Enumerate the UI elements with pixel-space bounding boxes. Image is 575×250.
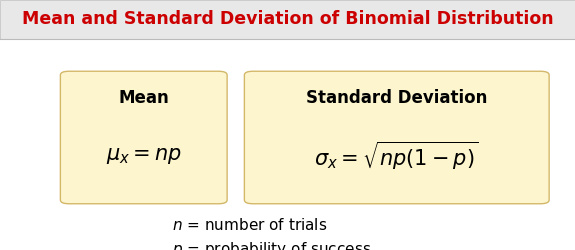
Text: Mean: Mean — [118, 89, 169, 107]
Bar — [0, 39, 575, 250]
Text: $\mu_x = np$: $\mu_x = np$ — [106, 146, 182, 166]
Text: Standard Deviation: Standard Deviation — [306, 89, 488, 107]
Text: $p$ = probability of success: $p$ = probability of success — [172, 240, 371, 250]
Text: $n$ = number of trials: $n$ = number of trials — [172, 218, 328, 234]
FancyBboxPatch shape — [244, 71, 549, 204]
Bar — [0, 0, 575, 39]
Text: $\sigma_x = \sqrt{np(1-p)}$: $\sigma_x = \sqrt{np(1-p)}$ — [315, 140, 479, 172]
Text: Mean and Standard Deviation of Binomial Distribution: Mean and Standard Deviation of Binomial … — [22, 10, 553, 28]
FancyBboxPatch shape — [60, 71, 227, 204]
